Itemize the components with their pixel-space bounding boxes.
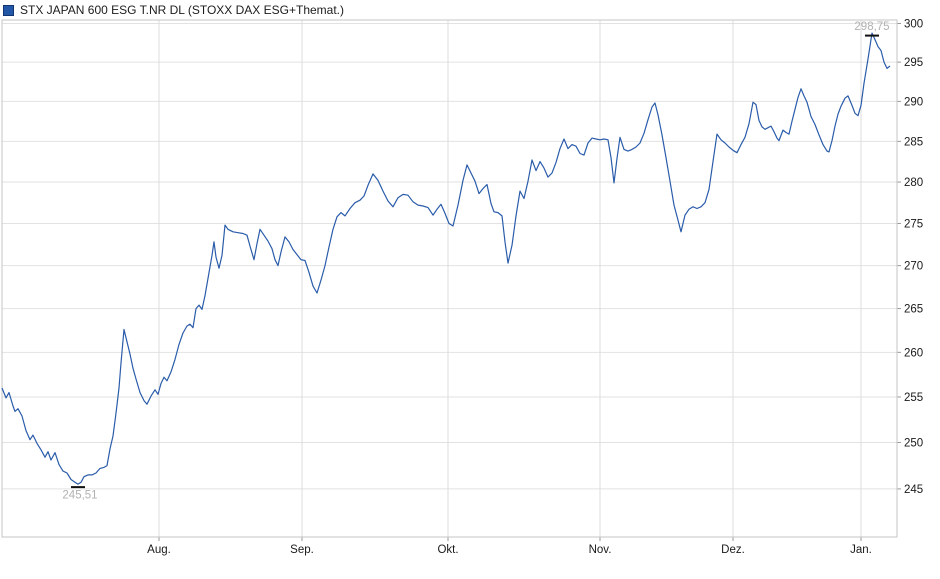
x-axis-label: Sep. (290, 544, 314, 556)
plot-border (1, 19, 898, 538)
y-axis-label: 250 (904, 437, 923, 449)
y-axis-label: 245 (904, 484, 923, 496)
x-axis-label: Dez. (721, 544, 745, 556)
low-value-label: 245,51 (62, 490, 97, 502)
x-axis-label: Nov. (589, 544, 612, 556)
high-value-label: 298,75 (854, 21, 889, 33)
y-axis-label: 285 (904, 136, 923, 148)
chart-title: STX JAPAN 600 ESG T.NR DL (STOXX DAX ESG… (20, 3, 344, 17)
price-line (1, 32, 891, 485)
y-axis-label: 275 (904, 218, 923, 230)
x-axis-label: Jan. (850, 544, 872, 556)
x-axis-label: Okt. (437, 544, 458, 556)
y-axis-label: 295 (904, 57, 923, 69)
y-axis-label: 300 (904, 19, 923, 31)
y-axis-label: 290 (904, 96, 923, 108)
y-axis-label: 265 (904, 304, 923, 316)
x-axis-label: Aug. (147, 544, 171, 556)
y-axis-label: 270 (904, 261, 923, 273)
y-axis-label: 260 (904, 347, 923, 359)
chart-header: STX JAPAN 600 ESG T.NR DL (STOXX DAX ESG… (0, 0, 940, 20)
y-axis-label: 255 (904, 392, 923, 404)
y-axis-label: 280 (904, 177, 923, 189)
series-legend-swatch-icon (3, 4, 14, 16)
